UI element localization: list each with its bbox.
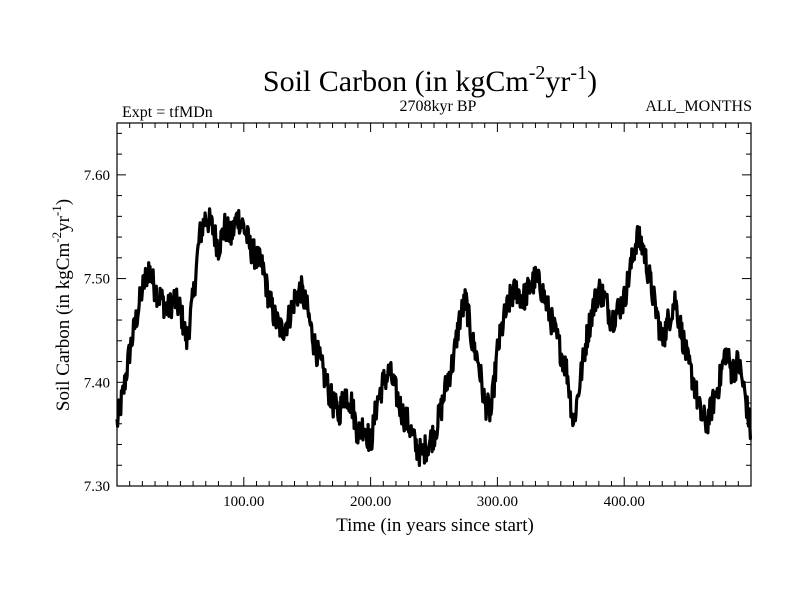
- x-tick-label: 300.00: [477, 494, 518, 510]
- y-axis-label: Soil Carbon (in kgCm-2yr-1): [49, 199, 74, 411]
- x-tick-label: 100.00: [223, 494, 264, 510]
- y-tick-label: 7.30: [84, 479, 110, 495]
- x-tick-label: 400.00: [604, 494, 645, 510]
- x-axis-label: Time (in years since start): [336, 515, 534, 536]
- x-tick-label: 200.00: [350, 494, 391, 510]
- period-label: 2708kyr BP: [400, 98, 477, 115]
- experiment-label: Expt = tfMDn: [122, 104, 213, 121]
- chart-title: Soil Carbon (in kgCm-2yr-1): [263, 62, 597, 98]
- series-line-soil-carbon: [115, 207, 753, 467]
- axis-tick-labels: 100.00 200.00 300.00 400.00 7.30 7.40 7.50 7.60: [84, 168, 645, 510]
- y-tick-label: 7.40: [84, 375, 110, 391]
- months-label: ALL_MONTHS: [645, 98, 752, 115]
- axis-ticks: [117, 123, 751, 486]
- y-tick-label: 7.50: [84, 272, 110, 288]
- y-tick-label: 7.60: [84, 168, 110, 184]
